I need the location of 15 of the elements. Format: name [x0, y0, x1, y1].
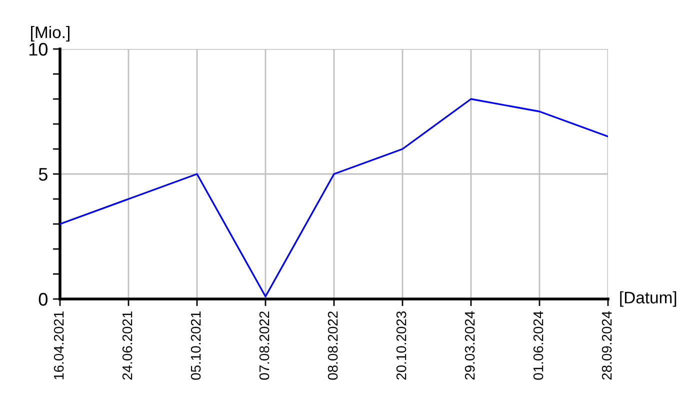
- x-tick-label: 16.04.2021: [54, 311, 64, 380]
- y-tick-label: 5: [38, 168, 48, 181]
- y-axis-title: [Mio.]: [31, 26, 70, 42]
- x-tick-label: 01.06.2024: [533, 311, 544, 380]
- x-tick-label: 05.10.2021: [190, 311, 201, 380]
- x-tick-label: 29.03.2024: [464, 311, 475, 380]
- y-tick-label: 10: [29, 42, 48, 56]
- y-tick-label: 0: [38, 292, 48, 306]
- line-series: [60, 98, 608, 298]
- x-tick-label: 24.06.2021: [122, 311, 132, 380]
- x-tick-label: 28.09.2024: [602, 311, 612, 380]
- x-tick-label: 07.08.2022: [259, 311, 270, 380]
- x-tick-label: 08.08.2022: [328, 311, 338, 380]
- x-tick-label: 20.10.2023: [396, 311, 406, 380]
- x-axis-title: [Datum]: [620, 291, 676, 307]
